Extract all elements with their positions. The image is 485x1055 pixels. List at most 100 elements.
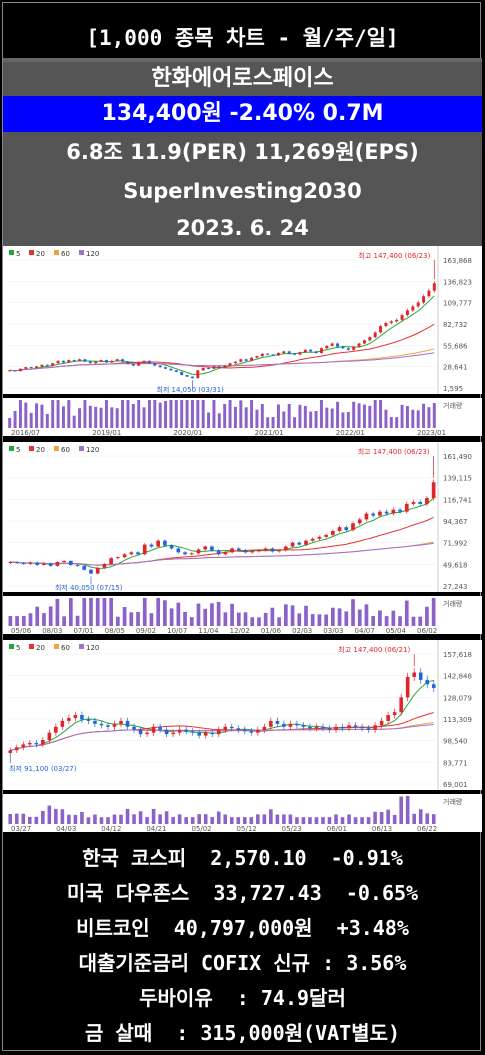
volume-bar bbox=[230, 603, 234, 626]
candle-body bbox=[201, 367, 205, 371]
price-pane-bg bbox=[3, 640, 482, 790]
x-tick-label: 2016/07 bbox=[11, 429, 40, 437]
y-tick-label: 69,001 bbox=[443, 781, 468, 789]
volume-bar bbox=[169, 400, 173, 428]
candle-body bbox=[14, 747, 19, 751]
volume-bar bbox=[28, 613, 33, 626]
candle-body bbox=[169, 545, 174, 549]
volume-bar bbox=[216, 602, 221, 626]
candle-body bbox=[250, 551, 255, 553]
candle-body bbox=[216, 550, 221, 555]
legend-label: 120 bbox=[86, 446, 99, 454]
candle-body bbox=[40, 364, 44, 367]
candle-body bbox=[110, 360, 114, 363]
legend-label: 5 bbox=[16, 446, 20, 454]
volume-bar bbox=[319, 400, 323, 428]
candle-body bbox=[276, 352, 280, 356]
volume-bar bbox=[99, 817, 104, 824]
candle-body bbox=[357, 343, 361, 347]
price-line: 134,400원 -2.40% 0.7M bbox=[3, 96, 482, 132]
candle-body bbox=[88, 361, 92, 364]
volume-bar bbox=[269, 809, 273, 824]
x-tick-label: 05/12 bbox=[237, 825, 257, 833]
volume-bar bbox=[78, 408, 82, 428]
volume-bar bbox=[290, 605, 295, 626]
candle-body bbox=[395, 319, 399, 322]
candle-body bbox=[158, 365, 162, 368]
candle-body bbox=[324, 534, 328, 537]
volume-bar bbox=[411, 616, 416, 626]
legend-swatch bbox=[9, 250, 14, 255]
candle-body bbox=[418, 672, 423, 680]
candle-body bbox=[86, 719, 91, 721]
volume-bar bbox=[18, 400, 22, 428]
company-name: 한화에어로스페이스 bbox=[3, 62, 482, 96]
candle-body bbox=[319, 348, 323, 353]
chart-panel-monthly: 5 20 60 120 163,868 136,823 109,777 82,732 55,68… bbox=[3, 246, 482, 437]
y-tick-label: 116,741 bbox=[443, 496, 472, 504]
candle-body bbox=[293, 353, 297, 355]
low-annotation: 최저 91,100 (03/27) bbox=[9, 764, 77, 773]
y-tick-label: 128,079 bbox=[443, 694, 472, 702]
volume-bar bbox=[427, 407, 431, 428]
volume-bar bbox=[137, 400, 141, 428]
x-tick-label: 2022/01 bbox=[336, 429, 365, 437]
volume-bar bbox=[314, 410, 318, 428]
candle-body bbox=[207, 367, 211, 369]
candle-body bbox=[56, 360, 60, 364]
candle-body bbox=[431, 684, 436, 689]
candle-body bbox=[303, 349, 307, 353]
y-tick-label: 142,848 bbox=[443, 673, 472, 681]
candle-body bbox=[378, 511, 382, 516]
y-tick-label: 157,618 bbox=[443, 651, 472, 659]
candle-body bbox=[368, 337, 372, 341]
candle-body bbox=[210, 546, 214, 551]
volume-bar bbox=[171, 817, 175, 824]
volume-bar bbox=[164, 400, 168, 428]
candle-body bbox=[411, 306, 415, 311]
candle-body bbox=[357, 519, 362, 524]
candle-body bbox=[325, 345, 329, 349]
x-tick-label: 06/22 bbox=[417, 825, 437, 833]
volume-bar bbox=[121, 400, 125, 428]
candle-body bbox=[21, 744, 26, 748]
x-tick-label: 09/02 bbox=[136, 627, 156, 635]
volume-bar bbox=[40, 404, 44, 428]
y-tick-label: 98,540 bbox=[443, 738, 468, 746]
header-divider bbox=[3, 58, 482, 62]
y-tick-label: 55,686 bbox=[443, 342, 468, 350]
volume-bar bbox=[106, 817, 110, 824]
candle-body bbox=[171, 732, 175, 735]
volume-bar bbox=[45, 414, 49, 428]
volume-bar bbox=[21, 616, 26, 626]
candle-body bbox=[362, 340, 366, 344]
candle-body bbox=[304, 540, 308, 545]
volume-label: 거래량 bbox=[443, 599, 463, 608]
volume-bar bbox=[418, 809, 423, 824]
candle-body bbox=[360, 726, 364, 729]
candle-body bbox=[223, 552, 228, 555]
x-tick-label: 05/04 bbox=[386, 627, 407, 635]
candle-body bbox=[384, 322, 388, 327]
candle-body bbox=[164, 729, 169, 735]
candle-body bbox=[212, 366, 216, 369]
volume-bar bbox=[223, 814, 228, 824]
candle-body bbox=[287, 351, 291, 354]
candle-body bbox=[373, 725, 377, 730]
y-tick-label: 109,777 bbox=[443, 300, 472, 308]
candle-body bbox=[29, 367, 33, 369]
candle-body bbox=[334, 726, 338, 730]
volume-bar bbox=[115, 408, 119, 428]
candle-body bbox=[270, 548, 275, 552]
legend-swatch bbox=[9, 644, 14, 649]
volume-label: 거래량 bbox=[443, 797, 463, 806]
candle-body bbox=[18, 368, 22, 372]
candle-body bbox=[122, 554, 127, 558]
candle-body bbox=[347, 725, 351, 729]
candle-body bbox=[89, 569, 93, 574]
candle-body bbox=[142, 360, 146, 363]
volume-bar bbox=[384, 616, 389, 626]
candle-body bbox=[21, 562, 26, 564]
x-tick-label: 11/04 bbox=[198, 627, 219, 635]
volume-bar bbox=[391, 610, 396, 626]
